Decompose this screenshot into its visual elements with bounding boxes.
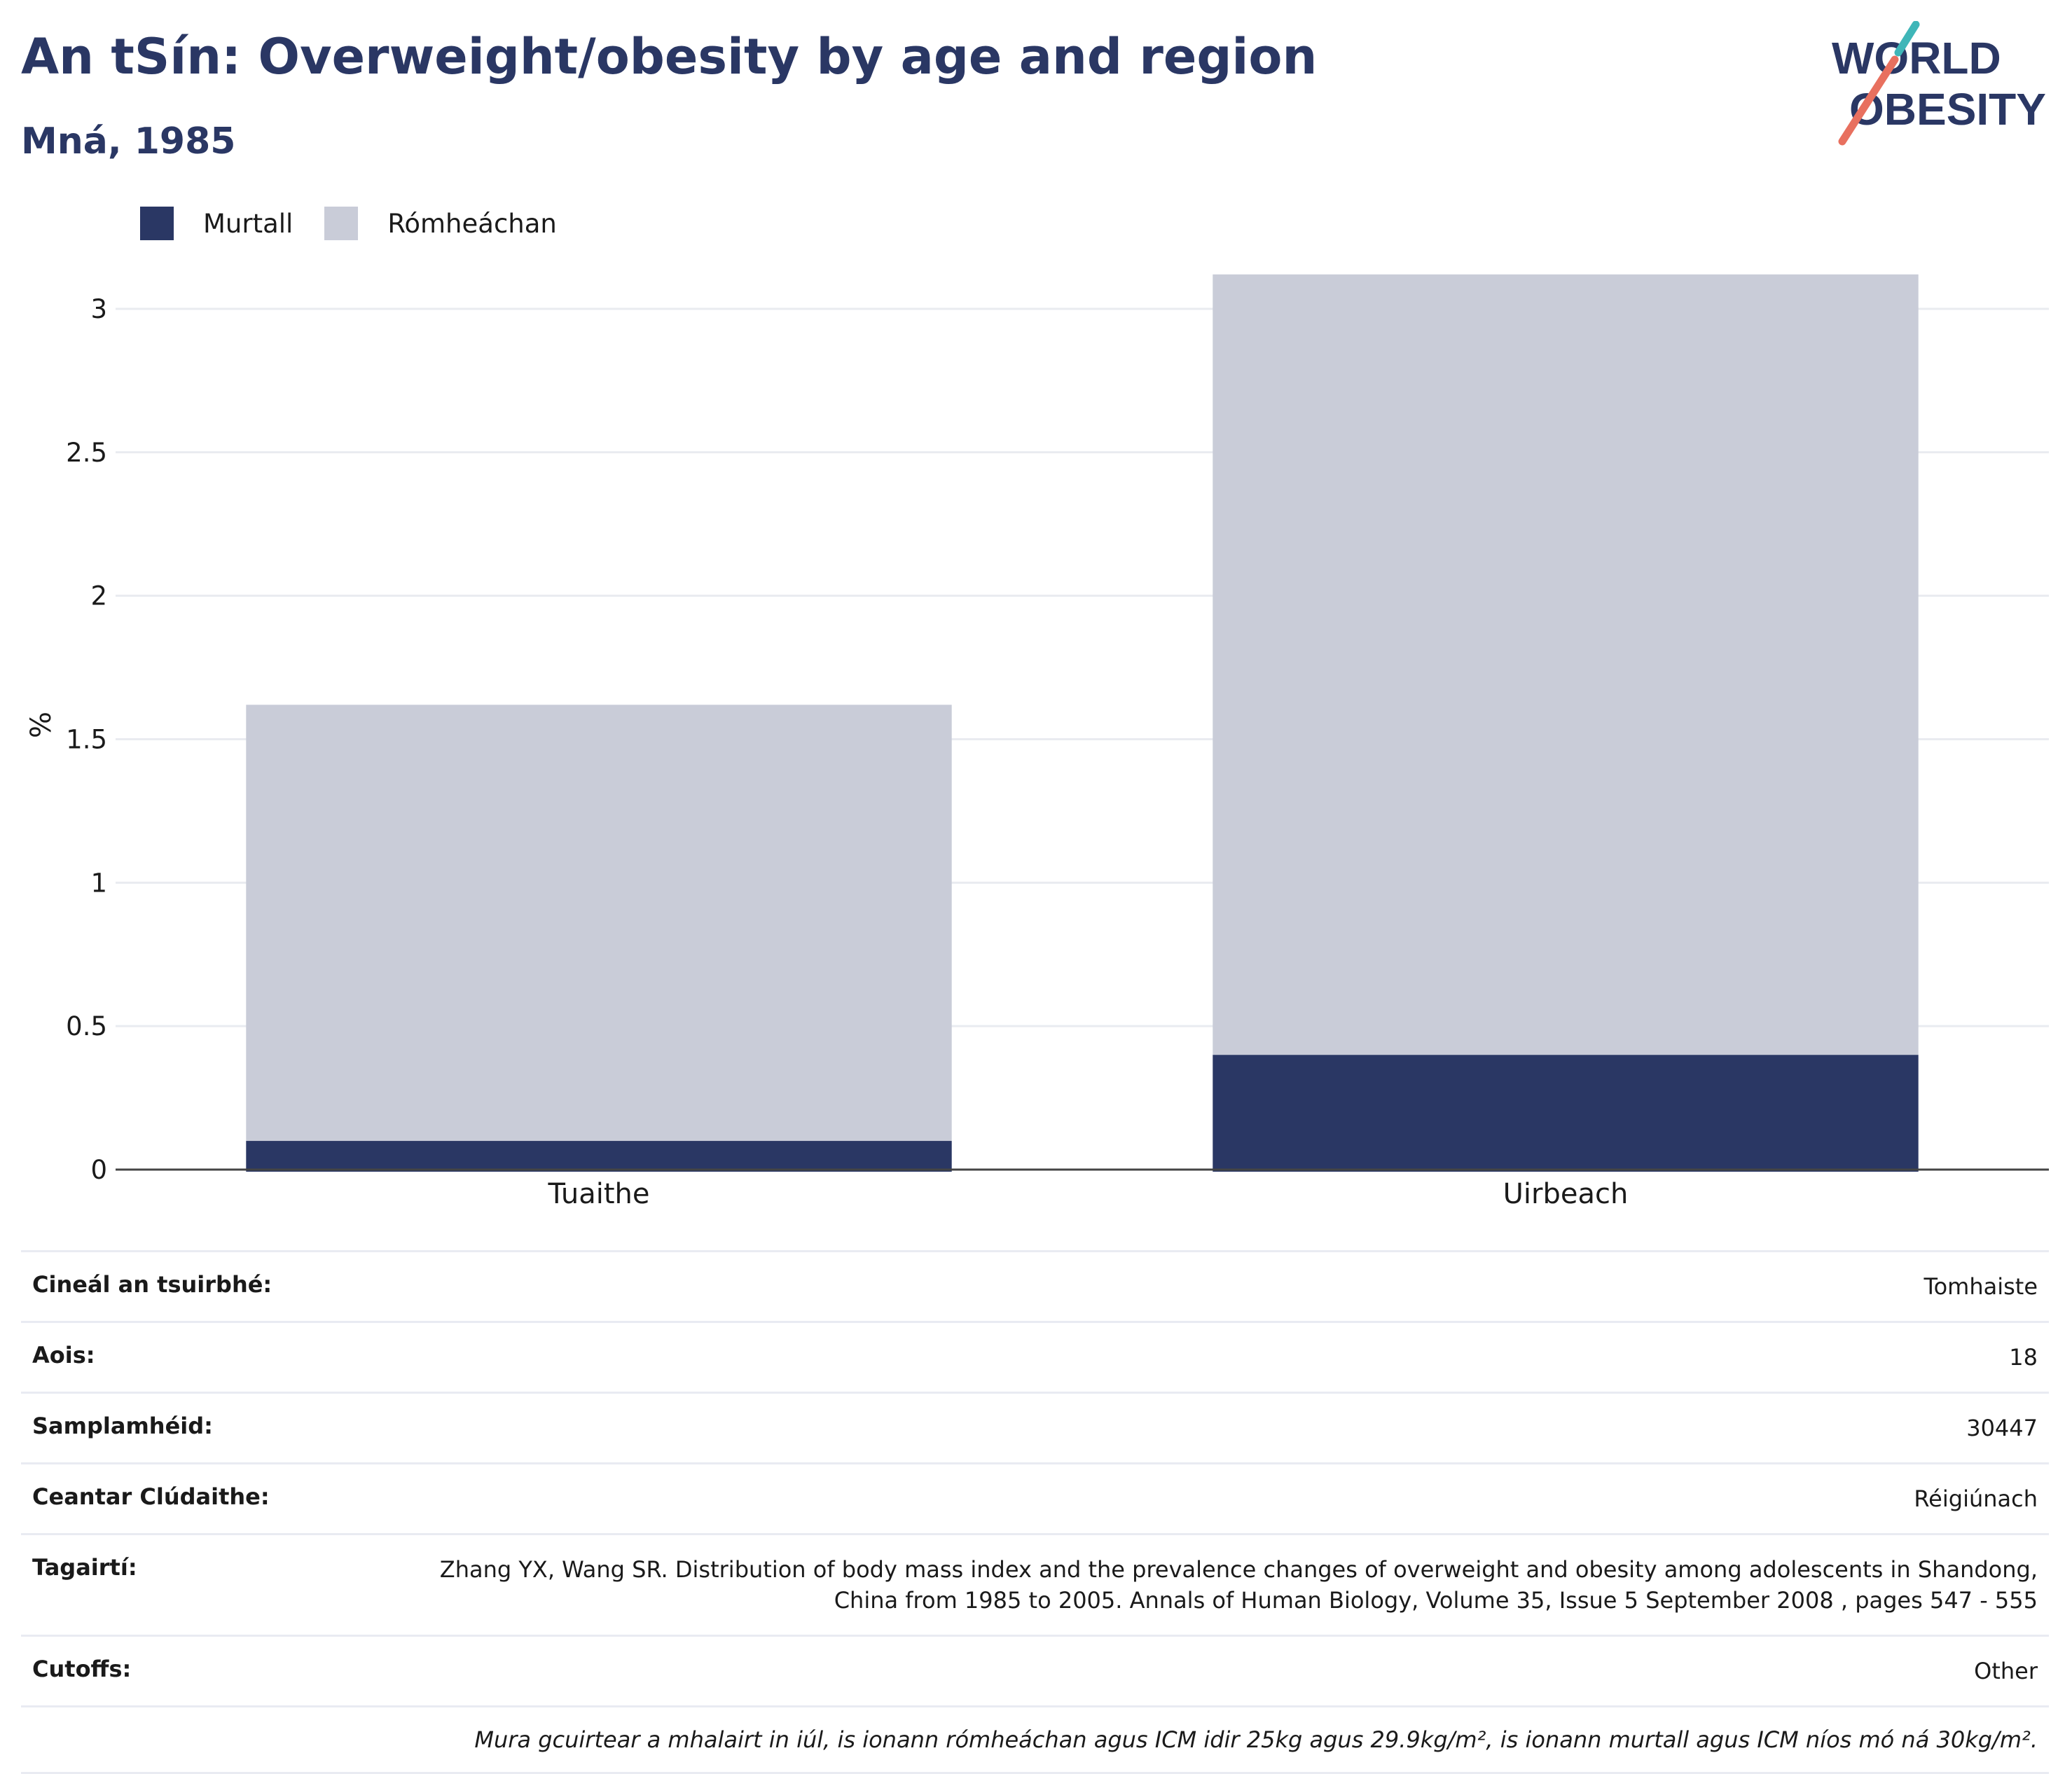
svg-text:OBESITY: OBESITY	[1849, 84, 2046, 134]
info-value: Other	[1974, 1658, 2038, 1684]
y-tick-label: 1.5	[66, 724, 107, 754]
note-text: Mura gcuirtear a mhalairt in iúl, is ion…	[474, 1726, 2038, 1753]
bar-obese	[246, 1141, 952, 1172]
info-row-references: Tagairtí: Zhang YX, Wang SR. Distributio…	[21, 1533, 2049, 1635]
y-tick-label: 0.5	[66, 1011, 107, 1041]
y-axis-label: %	[25, 712, 57, 738]
info-value: 18	[2009, 1344, 2038, 1371]
info-label: Cutoffs:	[32, 1656, 132, 1682]
bar-obese	[1213, 1055, 1919, 1172]
info-label: Cineál an tsuirbhé:	[32, 1271, 272, 1298]
chart-legend: Murtall Rómheáchan	[140, 207, 588, 240]
legend-item-overweight: Rómheáchan	[324, 207, 557, 240]
info-value: Réigiúnach	[1914, 1485, 2038, 1512]
survey-info-table: Cineál an tsuirbhé: Tomhaiste Aois: 18 S…	[21, 1250, 2049, 1774]
bmi-definition-note: Mura gcuirtear a mhalairt in iúl, is ion…	[21, 1705, 2049, 1774]
svg-text:WORLD: WORLD	[1832, 33, 2001, 83]
info-row-cutoffs: Cutoffs: Other	[21, 1635, 2049, 1705]
legend-swatch-overweight	[324, 207, 359, 240]
info-row-age: Aois: 18	[21, 1321, 2049, 1392]
y-tick-label: 0	[90, 1155, 107, 1185]
info-label: Aois:	[32, 1342, 95, 1368]
y-tick-label: 2.5	[66, 438, 107, 468]
chart-subtitle: Mná, 1985	[21, 120, 236, 162]
x-tick-label: Uirbeach	[1503, 1178, 1629, 1210]
y-tick-label: 2	[90, 581, 107, 611]
legend-label-overweight: Rómheáchan	[387, 208, 557, 239]
x-tick-label: Tuaithe	[548, 1178, 650, 1210]
info-value: Tomhaiste	[1923, 1273, 2038, 1300]
bar-overweight	[246, 705, 952, 1142]
legend-swatch-obese	[140, 207, 174, 240]
info-label: Samplamhéid:	[32, 1413, 213, 1439]
legend-item-obese: Murtall	[140, 207, 293, 240]
info-row-survey-type: Cineál an tsuirbhé: Tomhaiste	[21, 1250, 2049, 1321]
info-value: 30447	[1966, 1415, 2038, 1441]
info-row-sample-size: Samplamhéid: 30447	[21, 1392, 2049, 1462]
info-label: Ceantar Clúdaithe:	[32, 1483, 270, 1510]
info-label: Tagairtí:	[32, 1554, 137, 1581]
bar-overweight	[1213, 274, 1919, 1055]
world-obesity-logo: WORLD OBESITY	[1832, 21, 2046, 146]
info-row-area-covered: Ceantar Clúdaithe: Réigiúnach	[21, 1462, 2049, 1533]
chart-title: An tSín: Overweight/obesity by age and r…	[21, 28, 1318, 85]
y-tick-label: 3	[90, 294, 107, 324]
info-value: Zhang YX, Wang SR. Distribution of body …	[439, 1556, 2038, 1614]
bar-chart: 0 0.5 1 1.5 2 2.5 3% Tuaithe Uirbeach	[25, 274, 2049, 1210]
legend-label-obese: Murtall	[203, 208, 293, 239]
y-tick-label: 1	[90, 868, 107, 898]
